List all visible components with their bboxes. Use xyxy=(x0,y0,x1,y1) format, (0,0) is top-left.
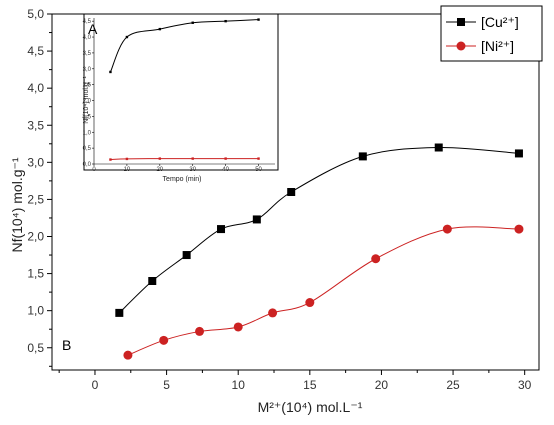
data-point-cu xyxy=(148,277,157,285)
x-tick-label: 0 xyxy=(92,378,99,392)
inset-x-tick-label: 10 xyxy=(124,167,131,173)
data-point-ni xyxy=(442,224,452,234)
y-tick-label: 1,0 xyxy=(27,304,44,318)
inset-y-tick-label: 4,5 xyxy=(83,19,92,25)
panel-label-a: A xyxy=(88,21,98,37)
legend-marker-ni xyxy=(456,41,466,51)
data-point-cu xyxy=(514,149,523,158)
inset-y-tick-label: 1,5 xyxy=(83,114,92,120)
inset-y-tick-label: 1,0 xyxy=(83,130,92,136)
inset-y-tick-label: 0,0 xyxy=(83,162,92,168)
inset-data-point-ni xyxy=(125,157,129,161)
inset-x-tick-label: 30 xyxy=(189,167,196,173)
inset-data-point-cu xyxy=(158,27,162,31)
legend: [Cu²⁺] [Ni²⁺] xyxy=(440,5,543,62)
inset-axis-ticks: 0 10 20 30 40 50 0,0 0,5 1,0 1,5 2,0 2,5 3,0 3,5 4,0 4,… xyxy=(83,18,275,173)
inset-trend-lines xyxy=(109,19,259,161)
legend-marker-cu xyxy=(457,18,465,26)
inset-y-tick-label: 3,0 xyxy=(83,67,92,73)
legend-label-ni: [Ni²⁺] xyxy=(481,38,514,54)
inset-y-tick-label: 2,0 xyxy=(83,99,92,105)
inset-data-point-ni xyxy=(109,158,112,161)
main-plot-frame xyxy=(51,13,540,371)
y-tick-label: 3,5 xyxy=(27,118,44,132)
main-plot-area xyxy=(51,13,540,371)
panel-label-b: B xyxy=(62,337,71,353)
y-tick-label: 2,0 xyxy=(27,230,44,244)
x-tick-label: 10 xyxy=(232,378,246,392)
y-tick-label: 5,0 xyxy=(27,7,44,21)
x-tick-label: 15 xyxy=(303,378,317,392)
inset-data-point-cu xyxy=(109,70,112,74)
data-point-cu xyxy=(182,251,191,260)
data-point-cu xyxy=(287,188,296,196)
data-point-cu xyxy=(115,308,124,317)
inset-x-tick-label: 20 xyxy=(156,167,163,173)
inset-data-point-cu xyxy=(125,35,129,39)
data-point-cu xyxy=(217,225,226,234)
data-point-cu xyxy=(252,215,261,224)
inset-y-axis-label: Nf(10⁴) mol.g⁻¹ xyxy=(83,76,90,124)
inset-data-point-ni xyxy=(158,157,162,160)
series-line-ni xyxy=(127,226,519,356)
series-line-cu xyxy=(118,146,519,314)
inset-y-tick-label: 4,0 xyxy=(83,35,92,41)
inset-x-tick-label: 50 xyxy=(255,167,262,173)
inset-data-point-ni xyxy=(191,157,194,160)
y-axis-label: Nf(10⁴) mol.g⁻¹ xyxy=(9,157,25,252)
inset-y-tick-label: 0,5 xyxy=(83,146,92,152)
legend-box xyxy=(440,5,543,62)
inset-series-line-ni xyxy=(110,158,259,161)
inset-x-tick-label: 0 xyxy=(92,167,96,173)
inset-frame xyxy=(83,13,279,171)
data-point-ni xyxy=(195,326,205,336)
data-point-ni xyxy=(371,254,381,264)
inset-data-point-cu xyxy=(224,19,227,23)
y-tick-label: 1,5 xyxy=(27,267,44,281)
legend-label-cu: [Cu²⁺] xyxy=(481,14,519,30)
inset-data-point-ni xyxy=(257,157,260,160)
data-point-ni xyxy=(268,308,278,318)
data-point-cu xyxy=(358,152,367,161)
y-tick-label: 0,5 xyxy=(27,341,44,355)
inset-x-axis-label: Tempo (min) xyxy=(163,176,202,183)
y-tick-label: 4,5 xyxy=(27,44,44,58)
data-point-ni xyxy=(305,298,315,308)
inset-y-tick-label: 2,5 xyxy=(83,83,92,89)
data-point-ni xyxy=(233,322,243,332)
main-data-markers xyxy=(115,143,524,360)
data-point-ni xyxy=(514,224,524,234)
y-tick-label: 4,0 xyxy=(27,81,44,95)
data-point-ni xyxy=(159,335,169,345)
inset-series-line-cu xyxy=(109,19,259,73)
inset-data-markers xyxy=(109,18,260,161)
x-tick-label: 5 xyxy=(163,378,170,392)
inset-y-tick-label: 3,5 xyxy=(83,51,92,57)
inset-x-tick-label: 40 xyxy=(222,167,229,173)
x-tick-label: 25 xyxy=(446,378,460,392)
x-axis-label: M²⁺(10⁴) mol.L⁻¹ xyxy=(258,399,363,415)
data-point-ni xyxy=(123,350,133,360)
x-tick-label: 20 xyxy=(375,378,389,392)
inset-data-point-ni xyxy=(224,157,227,160)
inset-data-point-cu xyxy=(257,18,260,21)
data-point-cu xyxy=(434,143,443,152)
main-axis-ticks: 0 5 10 15 20 25 30 0,5 1,0 1,5 2,0 2,5 3,0 3,5 4,0 4,5 5… xyxy=(27,7,531,392)
inset-chart: 0 10 20 30 40 50 0,0 0,5 1,0 1,5 2,0 2,5 3,0 3,5 4,0 4,… xyxy=(83,13,279,183)
y-tick-label: 3,0 xyxy=(27,155,44,169)
x-tick-label: 30 xyxy=(518,378,532,392)
y-tick-label: 2,5 xyxy=(27,192,44,206)
inset-data-point-cu xyxy=(191,21,194,24)
